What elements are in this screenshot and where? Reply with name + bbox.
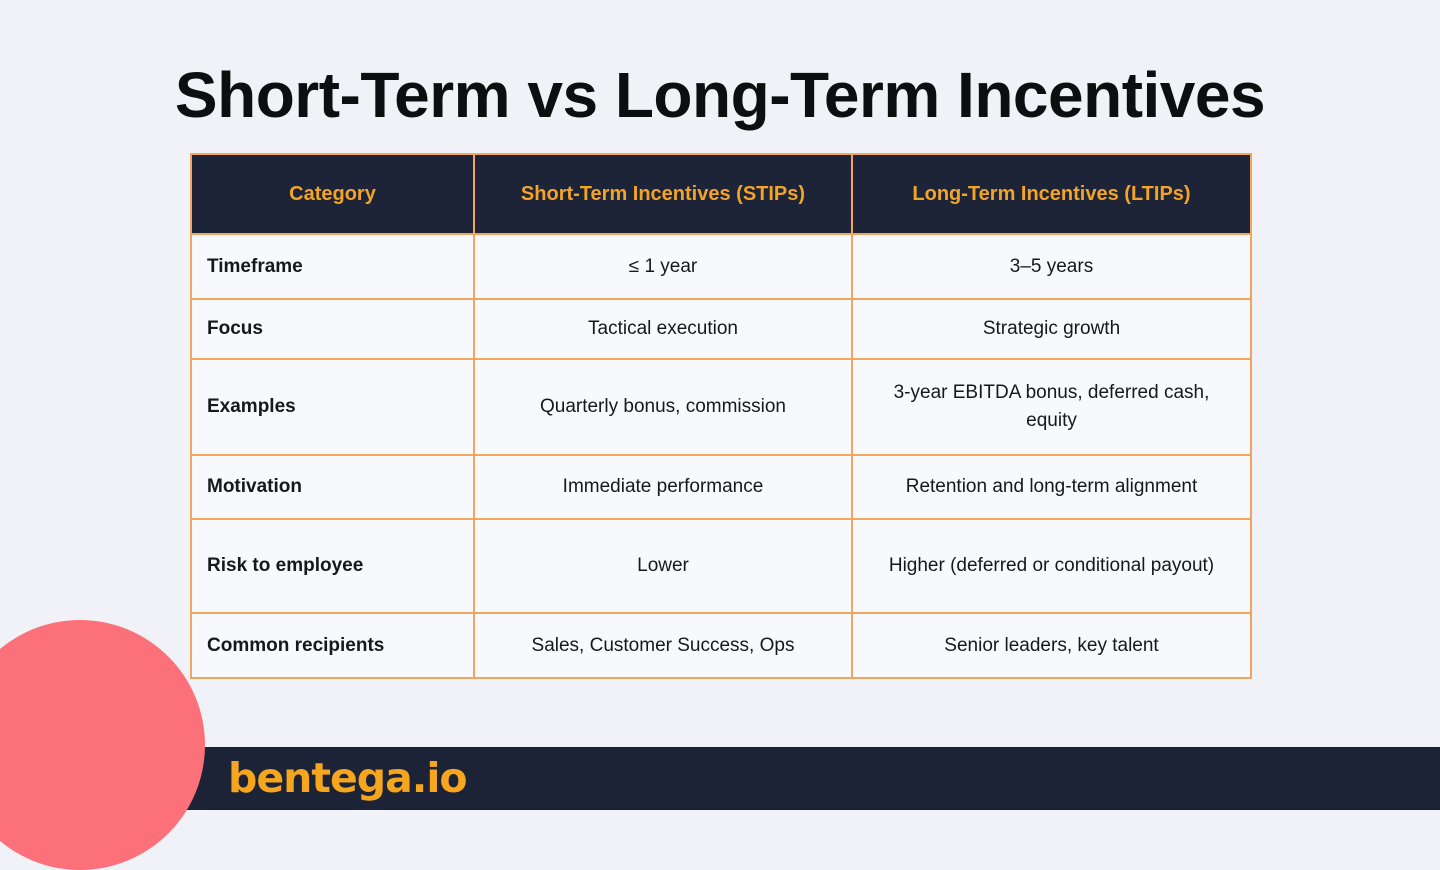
table-row: Motivation Immediate performance Retenti… <box>190 454 1252 520</box>
comparison-table: Category Short-Term Incentives (STIPs) L… <box>190 153 1252 679</box>
stip-cell: Immediate performance <box>473 454 853 520</box>
category-cell: Common recipients <box>190 612 475 679</box>
table-row: Timeframe ≤ 1 year 3–5 years <box>190 233 1252 300</box>
column-header-category: Category <box>190 153 475 235</box>
pink-circle-decoration <box>0 620 205 870</box>
ltip-cell: Strategic growth <box>851 298 1252 360</box>
ltip-cell: 3–5 years <box>851 233 1252 300</box>
category-cell: Focus <box>190 298 475 360</box>
footer-bar: bentega.io <box>0 747 1440 810</box>
table-row: Common recipients Sales, Customer Succes… <box>190 612 1252 679</box>
table-header-row: Category Short-Term Incentives (STIPs) L… <box>190 153 1252 235</box>
category-cell: Risk to employee <box>190 518 475 614</box>
column-header-stip: Short-Term Incentives (STIPs) <box>473 153 853 235</box>
table-row: Risk to employee Lower Higher (deferred … <box>190 518 1252 614</box>
column-header-ltip: Long-Term Incentives (LTIPs) <box>851 153 1252 235</box>
ltip-cell: Retention and long-term alignment <box>851 454 1252 520</box>
table-row: Examples Quarterly bonus, commission 3-y… <box>190 358 1252 456</box>
category-cell: Timeframe <box>190 233 475 300</box>
ltip-cell: Senior leaders, key talent <box>851 612 1252 679</box>
ltip-cell: Higher (deferred or conditional payout) <box>851 518 1252 614</box>
stip-cell: Lower <box>473 518 853 614</box>
table-row: Focus Tactical execution Strategic growt… <box>190 298 1252 360</box>
category-cell: Motivation <box>190 454 475 520</box>
stip-cell: ≤ 1 year <box>473 233 853 300</box>
page-title: Short-Term vs Long-Term Incentives <box>174 59 1266 131</box>
brand-logo: bentega.io <box>228 753 468 802</box>
stip-cell: Sales, Customer Success, Ops <box>473 612 853 679</box>
ltip-cell: 3-year EBITDA bonus, deferred cash, equi… <box>851 358 1252 456</box>
stip-cell: Quarterly bonus, commission <box>473 358 853 456</box>
category-cell: Examples <box>190 358 475 456</box>
stip-cell: Tactical execution <box>473 298 853 360</box>
